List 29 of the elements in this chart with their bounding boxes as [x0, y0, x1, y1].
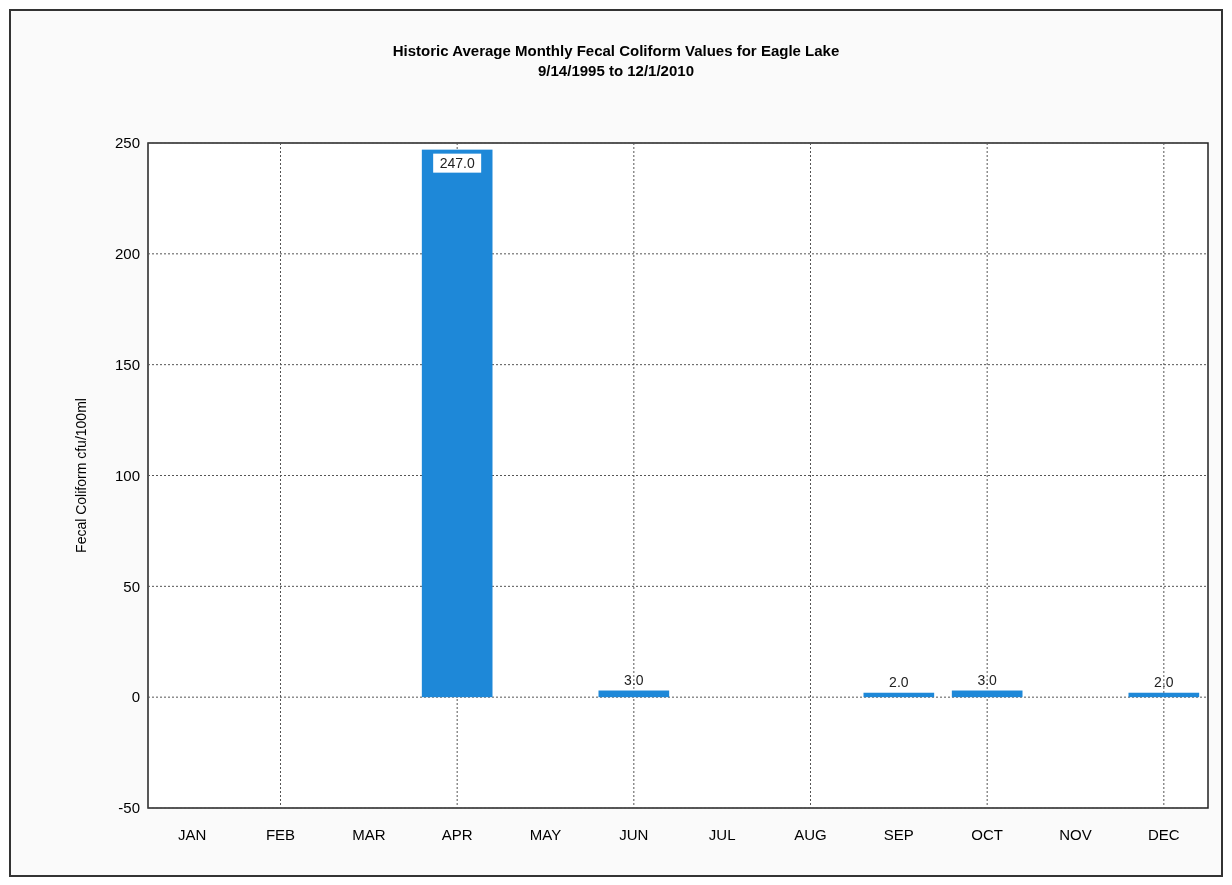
bar — [421, 149, 493, 698]
y-tick-label: 50 — [123, 577, 140, 595]
data-label: 3.0 — [624, 671, 644, 688]
data-label: 247.0 — [439, 154, 475, 171]
y-tick-label: 250 — [114, 134, 140, 152]
x-tick-label: AUG — [794, 826, 827, 843]
y-tick-label: 200 — [114, 245, 140, 263]
data-label: 3.0 — [977, 671, 998, 688]
x-tick-label: NOV — [1059, 826, 1092, 843]
x-tick-label: FEB — [265, 826, 296, 843]
y-tick-label: 100 — [114, 466, 140, 484]
chart-subtitle: 9/14/1995 to 12/1/2010 — [538, 62, 694, 79]
x-tick-label: DEC — [1148, 826, 1180, 843]
x-tick-label: JUN — [619, 826, 649, 843]
y-tick-label: 150 — [114, 355, 140, 373]
x-tick-label: APR — [441, 826, 473, 843]
chart-title: Historic Average Monthly Fecal Coliform Values for Eagle Lake — [392, 42, 840, 59]
x-tick-label: MAY — [529, 826, 562, 843]
x-tick-label: SEP — [883, 826, 914, 843]
y-tick-label: -50 — [118, 799, 140, 817]
x-tick-label: OCT — [971, 826, 1003, 843]
y-tick-label: 0 — [131, 688, 140, 706]
x-tick-label: JUL — [708, 826, 736, 843]
x-tick-label: MAR — [352, 826, 386, 843]
x-tick-label: JAN — [177, 826, 207, 843]
data-label: 2.0 — [889, 673, 909, 690]
data-label: 2.0 — [1154, 673, 1174, 690]
bar — [951, 690, 1023, 698]
y-axis-title: Fecal Coliform cfu/100ml — [73, 398, 89, 553]
